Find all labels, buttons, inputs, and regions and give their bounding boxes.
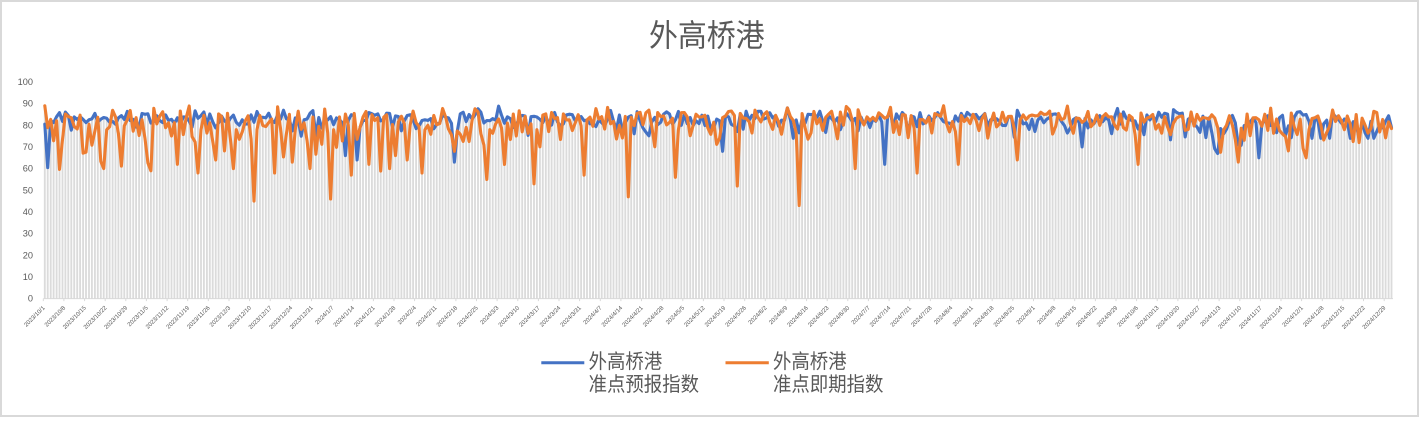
svg-text:70: 70: [23, 142, 33, 152]
svg-text:0: 0: [28, 294, 33, 304]
svg-text:80: 80: [23, 120, 33, 130]
svg-text:20: 20: [23, 250, 33, 260]
svg-text:10: 10: [23, 272, 33, 282]
svg-text:50: 50: [23, 185, 33, 195]
svg-text:90: 90: [23, 99, 33, 109]
svg-text:30: 30: [23, 229, 33, 239]
svg-text:40: 40: [23, 207, 33, 217]
svg-text:60: 60: [23, 164, 33, 174]
svg-text:100: 100: [18, 77, 33, 87]
